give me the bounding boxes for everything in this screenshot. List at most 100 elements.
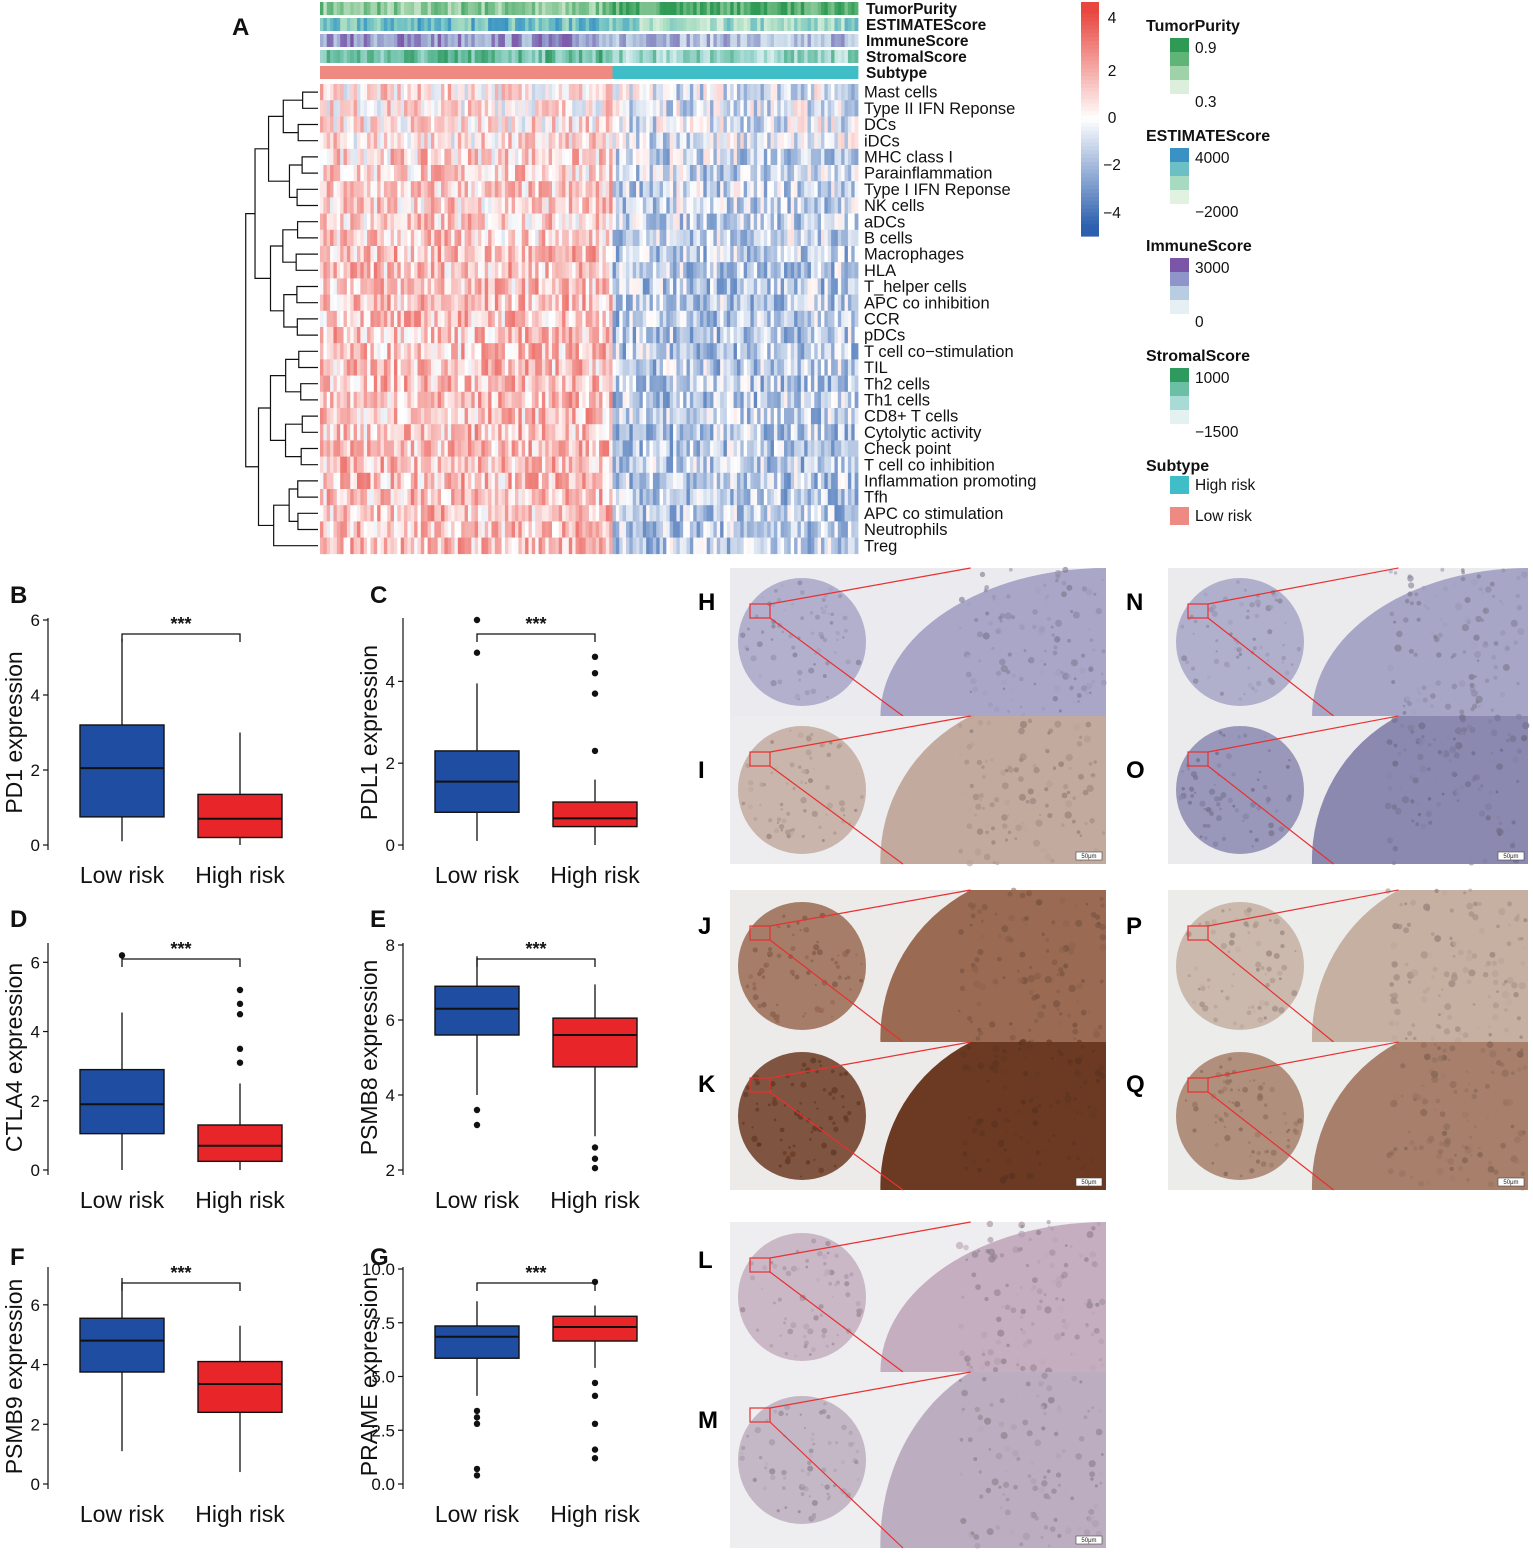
heatmap-cell	[629, 213, 634, 231]
heatmap-cell	[676, 294, 681, 312]
heatmap-cell	[525, 116, 529, 133]
heatmap-cell	[767, 165, 771, 182]
heatmap-cell	[515, 359, 519, 376]
heatmap-cell	[430, 181, 435, 198]
heatmap-cell	[474, 100, 479, 117]
annotation-cell	[713, 2, 718, 15]
heatmap-cell	[824, 408, 829, 425]
heatmap-cell	[508, 472, 513, 490]
heatmap-cell	[340, 505, 344, 522]
heatmap-cell	[441, 148, 445, 166]
heatmap-cell	[831, 472, 835, 490]
heatmap-cell	[810, 440, 815, 457]
heatmap-cell	[804, 197, 808, 214]
heatmap-cell	[716, 165, 721, 182]
annotation-cell	[430, 34, 435, 47]
heatmap-cell	[528, 213, 533, 231]
heatmap-cell	[427, 375, 432, 393]
heatmap-cell	[605, 391, 610, 409]
annotation-cell	[410, 34, 415, 47]
heatmap-cell	[837, 278, 842, 295]
heatmap-cell	[649, 294, 654, 312]
annotation-cell	[353, 34, 358, 47]
heatmap-cell	[767, 472, 771, 490]
annotation-cell	[699, 66, 704, 79]
annotation-cell	[834, 34, 839, 47]
heatmap-cell	[555, 456, 560, 474]
heatmap-cell	[622, 327, 627, 344]
heatmap-cell	[652, 181, 657, 198]
heatmap-cell	[414, 327, 418, 344]
heatmap-cell	[824, 440, 829, 457]
annotation-cell	[545, 34, 550, 47]
heatmap-cell	[794, 84, 798, 101]
heatmap-cell	[807, 456, 812, 474]
annotation-cell	[703, 2, 708, 15]
heatmap-cell	[370, 229, 375, 247]
heatmap-cell	[686, 408, 691, 425]
heatmap-cell	[326, 294, 331, 312]
annotation-cell	[454, 2, 459, 15]
heatmap-cell	[427, 472, 432, 490]
heatmap-cell	[646, 294, 650, 312]
heatmap-cell	[508, 424, 513, 441]
heatmap-cell	[629, 408, 634, 425]
annotation-cell	[484, 18, 489, 31]
annotation-cell	[595, 18, 600, 31]
heatmap-cell	[555, 100, 560, 117]
heatmap-cell	[740, 262, 745, 279]
heatmap-cell	[528, 408, 533, 425]
heatmap-cell	[656, 424, 661, 441]
heatmap-cell	[457, 375, 462, 393]
heatmap-cell	[380, 408, 385, 425]
annotation-cell	[807, 2, 812, 15]
heatmap-cell	[773, 424, 778, 441]
heatmap-cell	[585, 456, 590, 474]
heatmap-cell	[706, 246, 711, 263]
heatmap-cell	[693, 262, 697, 279]
heatmap-cell	[794, 343, 798, 360]
heatmap-cell	[790, 213, 795, 231]
annotation-cell	[330, 18, 334, 31]
annotation-cell	[568, 34, 573, 47]
heatmap-cell	[572, 100, 576, 117]
heatmap-cell	[387, 278, 392, 295]
heatmap-cell	[525, 343, 529, 360]
heatmap-cell	[592, 181, 597, 198]
heatmap-cell	[555, 229, 560, 247]
heatmap-cell	[410, 343, 415, 360]
heatmap-cell	[780, 472, 785, 490]
heatmap-cell	[753, 472, 758, 490]
heatmap-cell	[703, 116, 708, 133]
annotation-cell	[558, 18, 563, 31]
heatmap-cell	[343, 424, 348, 441]
heatmap-cell	[326, 229, 331, 247]
heatmap-cell	[747, 343, 751, 360]
heatmap-cell	[390, 424, 395, 441]
heatmap-cell	[370, 489, 375, 506]
heatmap-cell	[390, 262, 395, 279]
heatmap-cell	[841, 375, 845, 393]
annotation-cell	[340, 34, 344, 47]
heatmap-cell	[686, 116, 691, 133]
heatmap-cell	[642, 359, 647, 376]
heatmap-cell	[689, 456, 694, 474]
heatmap-cell	[444, 472, 449, 490]
heatmap-cell	[713, 294, 718, 312]
heatmap-cell	[824, 294, 829, 312]
heatmap-cell	[441, 375, 445, 393]
heatmap-cell	[662, 456, 667, 474]
heatmap-cell	[854, 310, 859, 328]
heatmap-cell	[323, 359, 328, 376]
heatmap-cell	[770, 213, 775, 231]
heatmap-cell	[854, 262, 859, 279]
heatmap-cell	[585, 116, 590, 133]
annotation-cell	[582, 50, 587, 63]
heatmap-cell	[504, 278, 509, 295]
heatmap-cell	[515, 181, 519, 198]
heatmap-cell	[669, 343, 674, 360]
heatmap-cell	[417, 472, 422, 490]
heatmap-cell	[807, 391, 812, 409]
heatmap-cell	[679, 327, 684, 344]
heatmap-cell	[787, 132, 792, 150]
